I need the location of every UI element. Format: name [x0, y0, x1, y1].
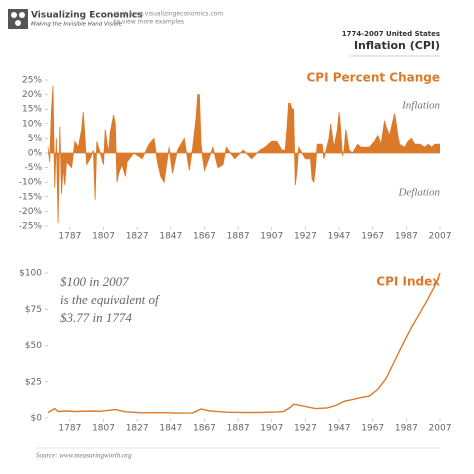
logo: [8, 9, 28, 29]
y-tick-label: -25%: [19, 222, 43, 232]
x-tick-label: 1927: [294, 232, 317, 242]
title: Inflation (CPI): [354, 39, 440, 52]
y-tick-label: 10%: [22, 119, 42, 129]
logo-title: Visualizing Economics: [31, 11, 143, 21]
logo-icon: [11, 12, 17, 18]
annotation: $100 in 2007: [60, 274, 129, 289]
y-tick-label: $0: [31, 414, 43, 424]
x-tick-label: 1887: [227, 424, 250, 434]
logo-subtitle: Making the Invisible Hand Visible: [31, 22, 123, 28]
annotation: $3.77 in 1774: [60, 310, 132, 325]
x-tick-label: 2007: [429, 424, 452, 434]
y-tick-label: 25%: [22, 76, 42, 86]
x-tick-label: 1907: [260, 424, 283, 434]
annotation: is the equivalent of: [60, 292, 161, 307]
y-tick-label: $100: [19, 269, 42, 279]
chart-title: CPI Index: [376, 275, 440, 289]
y-tick-label: $50: [25, 341, 42, 351]
x-tick-label: 1967: [361, 424, 384, 434]
y-tick-label: $25: [25, 377, 42, 387]
x-tick-label: 1787: [58, 232, 81, 242]
y-tick-label: $75: [25, 305, 42, 315]
y-tick-label: -5%: [24, 163, 42, 173]
y-tick-label: 0%: [28, 149, 43, 159]
x-tick-label: 1827: [126, 232, 149, 242]
x-tick-label: 1987: [395, 424, 418, 434]
x-tick-label: 1807: [92, 424, 115, 434]
y-tick-label: 5%: [28, 134, 43, 144]
y-tick-label: 15%: [22, 105, 42, 115]
x-tick-label: 1867: [193, 232, 216, 242]
x-tick-label: 1947: [328, 232, 351, 242]
visit-text: to view more examples: [114, 19, 184, 26]
x-tick-label: 2007: [429, 232, 452, 242]
x-tick-label: 1947: [328, 424, 351, 434]
x-tick-label: 1847: [159, 424, 182, 434]
chart-title: CPI Percent Change: [306, 71, 440, 85]
subtitle: 1774-2007 United States: [342, 30, 440, 38]
series-line: [47, 272, 441, 414]
y-tick-label: -15%: [19, 192, 43, 202]
y-tick-label: -10%: [19, 178, 43, 188]
logo-icon: [19, 12, 25, 18]
area-fill: [48, 85, 440, 224]
y-tick-label: -20%: [19, 207, 43, 217]
x-tick-label: 1987: [395, 232, 418, 242]
x-tick-label: 1887: [227, 232, 250, 242]
x-tick-label: 1847: [159, 232, 182, 242]
x-tick-label: 1927: [294, 424, 317, 434]
x-tick-label: 1967: [361, 232, 384, 242]
y-tick-label: 20%: [22, 90, 42, 100]
x-tick-label: 1907: [260, 232, 283, 242]
x-tick-label: 1807: [92, 232, 115, 242]
x-tick-label: 1827: [126, 424, 149, 434]
x-tick-label: 1787: [58, 424, 81, 434]
x-tick-label: 1867: [193, 424, 216, 434]
area-outline: [47, 85, 440, 224]
visit-text: Visit www.visualizingeconomics.com: [114, 11, 223, 18]
annotation: Inflation: [401, 100, 440, 112]
source: Source: www.measuringworth.org: [36, 452, 132, 460]
annotation: Deflation: [397, 187, 440, 199]
logo-icon: [15, 20, 21, 26]
